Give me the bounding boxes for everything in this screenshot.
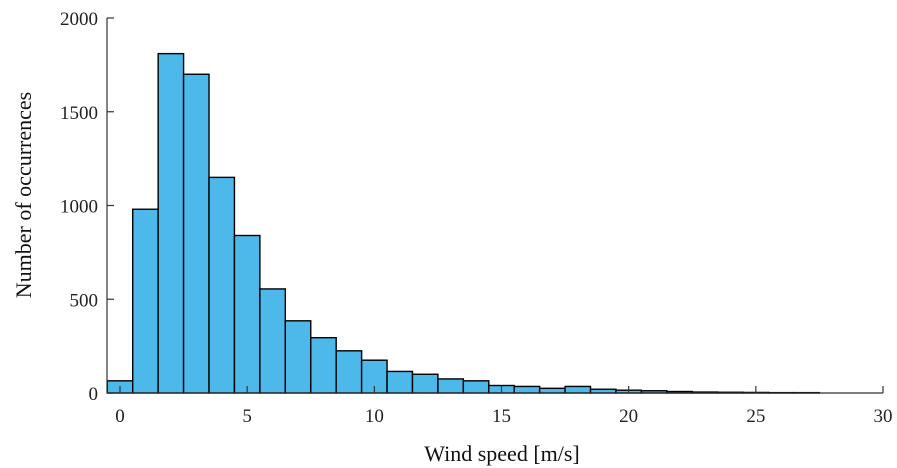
x-tick-label: 5	[242, 406, 252, 427]
x-axis-label: Wind speed [m/s]	[424, 441, 580, 466]
x-tick-label: 15	[492, 406, 511, 427]
histogram-bar	[335, 350, 363, 394]
y-axis-label: Number of occurrences	[11, 92, 36, 298]
histogram-bar	[182, 73, 210, 394]
histogram-bar	[411, 373, 439, 394]
y-tick-label: 1000	[60, 197, 98, 218]
x-ticks-group: 0 5 10 15 20 25 30	[115, 386, 893, 427]
histogram-bar	[310, 336, 337, 394]
y-tick-label: 0	[89, 384, 99, 405]
histogram-bar	[208, 176, 236, 394]
x-tick-label: 0	[115, 406, 125, 427]
histogram-bar	[513, 385, 541, 394]
histogram-bar	[437, 378, 465, 394]
y-tick-label: 500	[70, 290, 99, 311]
x-tick-label: 20	[619, 406, 638, 427]
histogram-bar	[538, 387, 566, 394]
x-tick-label: 10	[365, 406, 384, 427]
histogram-bar	[564, 385, 592, 394]
y-ticks-group: 0 500 1000 1500 2000	[60, 9, 114, 405]
histogram-bar	[386, 370, 414, 394]
bars-group	[106, 52, 821, 394]
histogram-bar	[462, 380, 490, 394]
histogram-bar	[233, 234, 261, 394]
histogram-bar	[259, 288, 287, 394]
histogram-bar	[284, 320, 312, 394]
y-tick-label: 2000	[60, 9, 98, 30]
x-tick-label: 30	[874, 406, 893, 427]
histogram-bar	[132, 208, 159, 394]
x-tick-label: 25	[746, 406, 765, 427]
y-tick-label: 1500	[60, 103, 98, 124]
histogram-bar	[157, 52, 185, 394]
